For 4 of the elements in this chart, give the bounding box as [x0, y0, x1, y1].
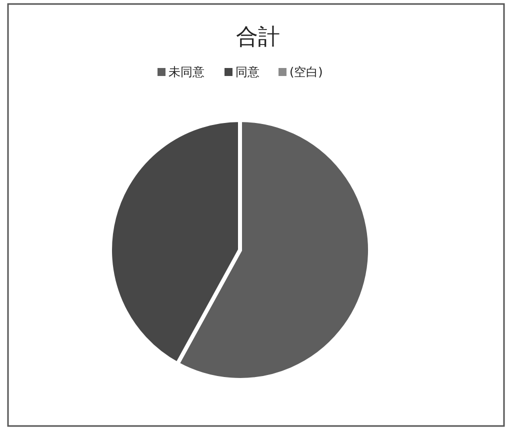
legend-label: (空白) [290, 65, 323, 79]
chart-title: 合計 [236, 25, 280, 50]
legend-label: 未同意 [168, 65, 204, 79]
legend-label: 同意 [236, 65, 260, 79]
